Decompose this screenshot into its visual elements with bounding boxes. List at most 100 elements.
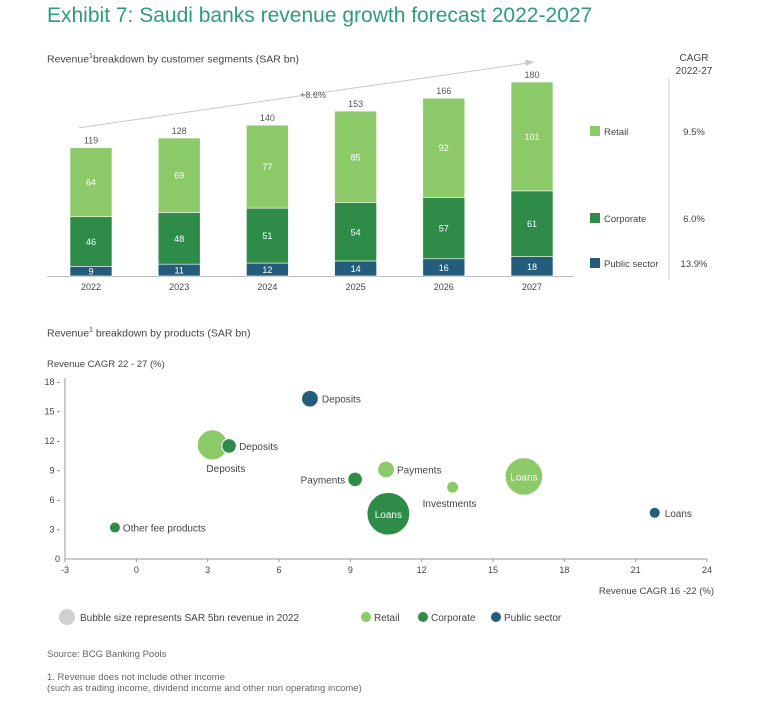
bar-segment-label: 101 (524, 132, 539, 142)
bubble-label: Other fee products (123, 524, 206, 535)
x-tick-label: 18 (559, 565, 569, 575)
bar-segment-label: 54 (351, 227, 361, 237)
growth-annotation: +8.6% (300, 90, 326, 100)
bubble-point (221, 438, 237, 454)
x-tick-label: 9 (348, 565, 353, 575)
bubble-label: Investments (423, 499, 477, 510)
bar-segment-label: 61 (527, 219, 537, 229)
bar-segment (246, 124, 289, 209)
page-title: Exhibit 7: Saudi banks revenue growth fo… (47, 4, 593, 27)
x-tick-label: 24 (702, 565, 712, 575)
source-note: Source: BCG Banking Pools (47, 649, 167, 660)
legend-label: Retail (604, 127, 628, 138)
x-tick-label: -3 (61, 565, 69, 575)
growth-arrow-line (78, 62, 529, 129)
footnote-line1: 1. Revenue does not include other income (47, 672, 225, 683)
x-category-label: 2024 (257, 282, 277, 292)
legend-label: Public sector (504, 613, 562, 624)
bar-segment-label: 16 (439, 263, 449, 273)
bar-segment-label: 92 (439, 143, 449, 153)
bar-segment (422, 197, 466, 260)
bar-segment-label: 12 (262, 265, 272, 275)
bar-total-label: 153 (348, 99, 363, 109)
bar-segment (157, 137, 201, 213)
bar-segment (69, 147, 113, 218)
bar-segment-label: 14 (351, 264, 361, 274)
bubble-label: Loans (375, 510, 402, 521)
bar-segment (157, 212, 201, 265)
bar-total-label: 166 (436, 86, 451, 96)
bar-segment (69, 216, 113, 267)
cagr-header: CAGR 2022-27 (664, 52, 724, 78)
x-tick-label: 12 (417, 565, 427, 575)
growth-arrow-head (525, 59, 534, 66)
bar-segment (510, 190, 554, 257)
y-axis-title: Revenue CAGR 22 - 27 (%) (47, 359, 165, 370)
bar-total-label: 128 (172, 126, 187, 136)
legend-label: Corporate (604, 214, 646, 225)
footnote: 1. Revenue does not include other income… (47, 672, 362, 694)
bar-segment-label: 9 (88, 267, 93, 277)
bar-segment (246, 207, 289, 264)
legend-swatch (590, 258, 600, 268)
y-tick-label: 18 - (44, 377, 60, 387)
bar-segment-label: 46 (86, 237, 96, 247)
bubble-point (366, 491, 411, 536)
x-tick-label: 6 (276, 565, 281, 575)
bubble-size-legend-circle (59, 609, 75, 625)
bubble-label: Payments (301, 475, 345, 486)
bubble-point (648, 506, 661, 519)
bar-segment-label: 69 (174, 171, 184, 181)
x-category-label: 2022 (81, 282, 101, 292)
legend-label: Retail (374, 613, 400, 624)
bar-segment-label: 11 (175, 266, 184, 276)
bar-segment-label: 77 (262, 162, 272, 172)
bar-segment (334, 110, 377, 204)
x-axis-title: Revenue CAGR 16 -22 (%) (599, 586, 714, 597)
bar-segment (422, 97, 466, 198)
cagr-header-line1: CAGR (679, 53, 709, 64)
bubble-label: Loans (665, 509, 692, 520)
bar-segment-label: 64 (86, 178, 96, 188)
bubble-size-legend-label: Bubble size represents SAR 5bn revenue i… (80, 613, 299, 624)
bubble-label: Deposits (239, 442, 278, 453)
bar-segment-label: 48 (174, 234, 184, 244)
bar-segment-label: 57 (439, 224, 449, 234)
bar-segment-label: 85 (351, 152, 361, 162)
bubble-label: Loans (510, 472, 537, 483)
x-category-label: 2023 (169, 282, 189, 292)
cagr-header-line2: 2022-27 (675, 66, 713, 77)
y-tick-label: 0 (55, 554, 60, 564)
x-category-label: 2025 (346, 282, 366, 292)
bar-chart-subtitle: Revenue1breakdown by customer segments (… (47, 53, 299, 66)
legend-dot (361, 612, 371, 622)
bubble-chart-subtitle: Revenue1 breakdown by products (SAR bn) (47, 327, 251, 340)
legend-swatch (590, 126, 600, 136)
bubble-label: Payments (397, 466, 441, 477)
x-category-label: 2026 (434, 282, 454, 292)
cagr-value: 9.5% (683, 127, 705, 138)
legend-dot (491, 612, 501, 622)
bar-total-label: 140 (260, 113, 275, 123)
bubble-point (377, 460, 395, 479)
bubble-point (301, 389, 319, 408)
bubble-label: Deposits (206, 464, 245, 475)
bubble-point (108, 521, 121, 534)
y-tick-label: 3 - (49, 525, 60, 535)
legend-label: Public sector (604, 259, 658, 270)
x-tick-label: 21 (631, 565, 641, 575)
bar-segment-label: 51 (262, 231, 272, 241)
y-tick-label: 15 - (44, 407, 60, 417)
footnote-line2: (such as trading income, dividend income… (47, 683, 362, 694)
x-category-label: 2027 (522, 282, 542, 292)
x-tick-label: 3 (205, 565, 210, 575)
bar-segment-label: 18 (527, 262, 537, 272)
bar-total-label: 119 (84, 136, 98, 146)
cagr-value: 13.9% (681, 259, 708, 270)
bar-total-label: 180 (524, 70, 539, 80)
y-tick-label: 12 - (44, 436, 60, 446)
bubble-point (446, 480, 460, 494)
legend-label: Corporate (431, 613, 476, 624)
bubble-point (347, 471, 363, 488)
